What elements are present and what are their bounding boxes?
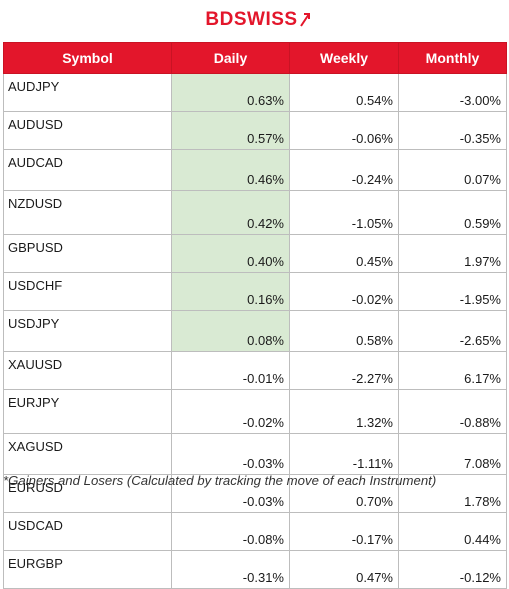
weekly-change-cell: 0.47%	[289, 550, 399, 589]
symbol-cell: USDJPY	[3, 310, 172, 352]
monthly-change-cell: -3.00%	[398, 73, 507, 112]
monthly-change-cell: 0.07%	[398, 149, 507, 191]
monthly-change-cell: -1.95%	[398, 272, 507, 311]
symbol-cell: EURGBP	[3, 550, 172, 589]
symbol-cell: USDCAD	[3, 512, 172, 551]
monthly-change-cell: 0.59%	[398, 190, 507, 235]
monthly-change-cell: 6.17%	[398, 351, 507, 390]
monthly-change-cell: 0.44%	[398, 512, 507, 551]
brand-logo-text: BDSWISS	[205, 9, 298, 30]
weekly-change-cell: 0.45%	[289, 234, 399, 273]
table-header-row: Symbol Daily Weekly Monthly	[3, 42, 507, 74]
performance-table: Symbol Daily Weekly Monthly AUDJPY 0.63% 0…	[3, 42, 507, 589]
weekly-change-cell: 0.54%	[289, 73, 399, 112]
header-daily: Daily	[171, 42, 290, 74]
table-row: EURGBP -0.31% 0.47% -0.12%	[3, 550, 507, 589]
table-row: EURJPY -0.02% 1.32% -0.88%	[3, 389, 507, 434]
daily-change-cell: 0.40%	[171, 234, 290, 273]
table-row: XAUUSD -0.01% -2.27% 6.17%	[3, 351, 507, 390]
monthly-change-cell: -0.12%	[398, 550, 507, 589]
header-monthly: Monthly	[398, 42, 507, 74]
monthly-change-cell: -0.35%	[398, 111, 507, 150]
table-row: XAGUSD -0.03% -1.11% 7.08%	[3, 433, 507, 475]
table-row: GBPUSD 0.40% 0.45% 1.97%	[3, 234, 507, 273]
table-row: USDCAD -0.08% -0.17% 0.44%	[3, 512, 507, 551]
symbol-cell: AUDCAD	[3, 149, 172, 191]
daily-change-cell: 0.42%	[171, 190, 290, 235]
weekly-change-cell: -2.27%	[289, 351, 399, 390]
daily-change-cell: 0.63%	[171, 73, 290, 112]
symbol-cell: NZDUSD	[3, 190, 172, 235]
footnote: *Gainers and Losers (Calculated by track…	[3, 473, 437, 488]
weekly-change-cell: -0.06%	[289, 111, 399, 150]
symbol-cell: XAGUSD	[3, 433, 172, 475]
weekly-change-cell: -0.02%	[289, 272, 399, 311]
symbol-cell: GBPUSD	[3, 234, 172, 273]
table-row: USDCHF 0.16% -0.02% -1.95%	[3, 272, 507, 311]
table-row: USDJPY 0.08% 0.58% -2.65%	[3, 310, 507, 352]
daily-change-cell: 0.57%	[171, 111, 290, 150]
daily-change-cell: -0.02%	[171, 389, 290, 434]
daily-change-cell: -0.01%	[171, 351, 290, 390]
weekly-change-cell: -1.05%	[289, 190, 399, 235]
daily-change-cell: 0.16%	[171, 272, 290, 311]
symbol-cell: USDCHF	[3, 272, 172, 311]
header-symbol: Symbol	[3, 42, 172, 74]
monthly-change-cell: -2.65%	[398, 310, 507, 352]
monthly-change-cell: 7.08%	[398, 433, 507, 475]
monthly-change-cell: -0.88%	[398, 389, 507, 434]
table-row: AUDCAD 0.46% -0.24% 0.07%	[3, 149, 507, 191]
daily-change-cell: -0.03%	[171, 433, 290, 475]
symbol-cell: XAUUSD	[3, 351, 172, 390]
header-weekly: Weekly	[289, 42, 399, 74]
table-row: AUDUSD 0.57% -0.06% -0.35%	[3, 111, 507, 150]
brand-logo: BDSWISS	[0, 8, 509, 32]
table-row: AUDJPY 0.63% 0.54% -3.00%	[3, 73, 507, 112]
weekly-change-cell: 1.32%	[289, 389, 399, 434]
symbol-cell: AUDUSD	[3, 111, 172, 150]
daily-change-cell: -0.31%	[171, 550, 290, 589]
daily-change-cell: 0.46%	[171, 149, 290, 191]
table-row: NZDUSD 0.42% -1.05% 0.59%	[3, 190, 507, 235]
daily-change-cell: 0.08%	[171, 310, 290, 352]
weekly-change-cell: -0.17%	[289, 512, 399, 551]
logo-arrow-icon	[299, 13, 310, 27]
weekly-change-cell: 0.58%	[289, 310, 399, 352]
weekly-change-cell: -1.11%	[289, 433, 399, 475]
symbol-cell: EURJPY	[3, 389, 172, 434]
symbol-cell: AUDJPY	[3, 73, 172, 112]
monthly-change-cell: 1.97%	[398, 234, 507, 273]
daily-change-cell: -0.08%	[171, 512, 290, 551]
weekly-change-cell: -0.24%	[289, 149, 399, 191]
